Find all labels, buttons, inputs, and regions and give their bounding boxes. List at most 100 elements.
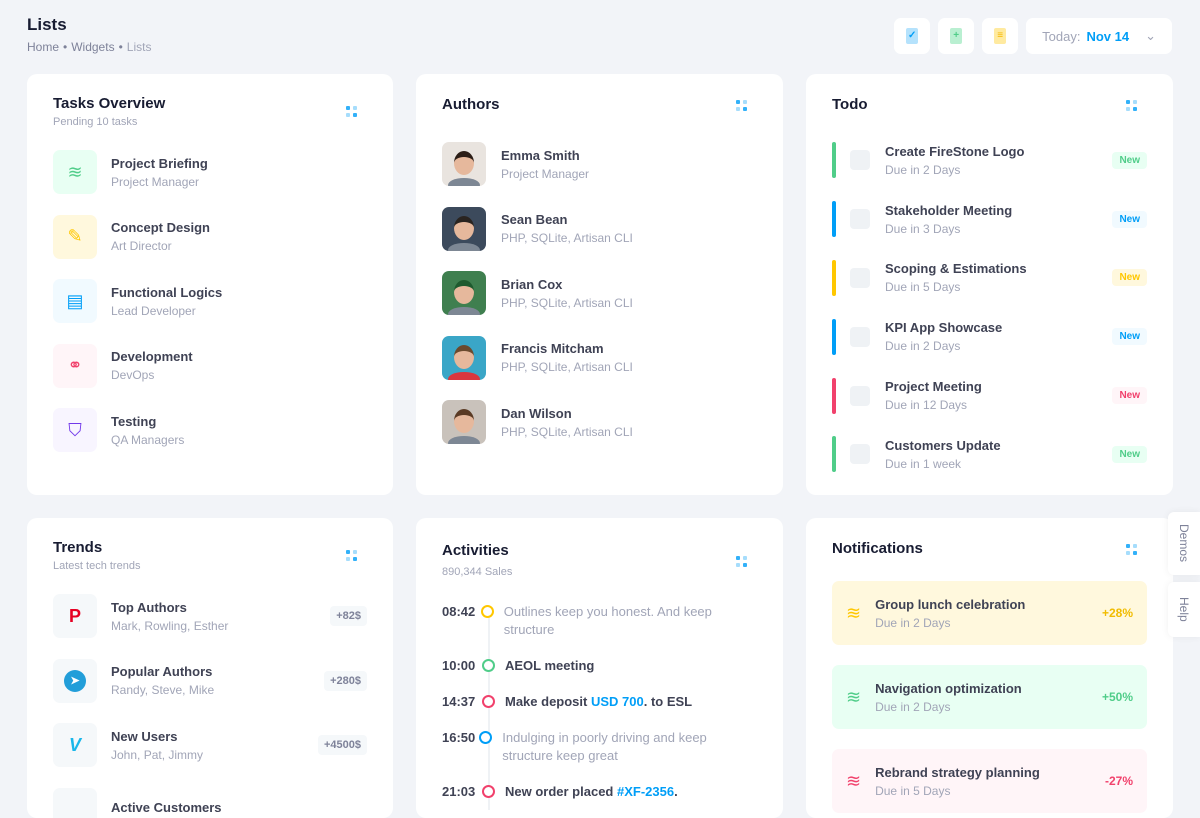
todo-checkbox[interactable]	[850, 209, 870, 229]
todo-checkbox[interactable]	[850, 386, 870, 406]
todo-title[interactable]: Customers Update	[885, 438, 1001, 453]
file-text-button[interactable]: ≡	[982, 18, 1018, 54]
trend-names: John, Pat, Jimmy	[111, 748, 203, 762]
status-badge: New	[1112, 152, 1147, 169]
activity-text: Make deposit USD 700. to ESL	[505, 693, 692, 711]
chevron-down-icon: ⌄	[1145, 28, 1156, 44]
avatar[interactable]	[442, 207, 486, 251]
timeline-dot-icon	[482, 785, 495, 798]
todo-title[interactable]: Project Meeting	[885, 379, 982, 394]
task-title[interactable]: Development	[111, 349, 193, 364]
file-add-button[interactable]: +	[938, 18, 974, 54]
task-title[interactable]: Testing	[111, 414, 184, 429]
trend-title[interactable]: Top Authors	[111, 600, 228, 615]
status-badge: New	[1112, 269, 1147, 286]
task-title[interactable]: Functional Logics	[111, 285, 222, 300]
notification-title[interactable]: Navigation optimization	[875, 681, 1022, 696]
todo-title[interactable]: KPI App Showcase	[885, 320, 1002, 335]
author-item[interactable]: Dan Wilson PHP, SQLite, Artisan CLI	[442, 390, 757, 455]
notification-title[interactable]: Group lunch celebration	[875, 597, 1025, 612]
author-skills: PHP, SQLite, Artisan CLI	[501, 296, 633, 310]
todo-title[interactable]: Stakeholder Meeting	[885, 203, 1012, 218]
todo-color-bar	[832, 201, 836, 237]
trend-names: Randy, Steve, Mike	[111, 683, 214, 697]
trend-title[interactable]: Active Customers	[111, 800, 222, 815]
avatar[interactable]	[442, 400, 486, 444]
author-name[interactable]: Francis Mitcham	[501, 341, 633, 356]
author-name[interactable]: Dan Wilson	[501, 406, 633, 421]
task-title[interactable]: Concept Design	[111, 220, 210, 235]
file-check-button[interactable]: ✓	[894, 18, 930, 54]
telegram-logo-icon: ➤	[53, 659, 97, 703]
author-name[interactable]: Emma Smith	[501, 148, 589, 163]
activity-link[interactable]: #XF-2356	[617, 784, 674, 799]
trend-item[interactable]: Active Customers	[53, 778, 367, 818]
task-role: DevOps	[111, 368, 193, 382]
activity-time: 16:50	[442, 730, 475, 765]
todo-title[interactable]: Scoping & Estimations	[885, 261, 1027, 276]
task-title[interactable]: Project Briefing	[111, 156, 208, 171]
activity-text: Outlines keep you honest. And keep struc…	[504, 603, 757, 639]
menu-dots-icon[interactable]	[1126, 544, 1137, 555]
timeline-dot-icon	[479, 731, 492, 744]
demos-tab[interactable]: Demos	[1168, 512, 1200, 575]
card-title: Trends	[53, 539, 102, 556]
menu-dots-icon[interactable]	[346, 550, 357, 561]
author-skills: PHP, SQLite, Artisan CLI	[501, 425, 633, 439]
activity-text: New order placed #XF-2356.	[505, 783, 678, 801]
avatar[interactable]	[442, 271, 486, 315]
avatar[interactable]	[442, 336, 486, 380]
date-picker[interactable]: Today:Nov 14⌄	[1026, 18, 1172, 54]
trend-title[interactable]: Popular Authors	[111, 664, 214, 679]
menu-dots-icon[interactable]	[346, 106, 357, 117]
breadcrumb-home[interactable]: Home	[27, 40, 59, 54]
menu-dots-icon[interactable]	[736, 556, 747, 567]
todo-checkbox[interactable]	[850, 327, 870, 347]
status-badge: New	[1112, 211, 1147, 228]
trend-title[interactable]: New Users	[111, 729, 203, 744]
layers-icon: ≋	[53, 150, 97, 194]
task-role: Lead Developer	[111, 304, 222, 318]
todo-checkbox[interactable]	[850, 268, 870, 288]
todo-due: Due in 1 week	[885, 457, 1001, 471]
menu-dots-icon[interactable]	[736, 100, 747, 111]
layers-icon: ≋	[846, 603, 861, 624]
activity-link[interactable]: USD 700	[591, 694, 644, 709]
menu-dots-icon[interactable]	[1126, 100, 1137, 111]
layers-icon: ≋	[846, 687, 861, 708]
help-tab[interactable]: Help	[1168, 582, 1200, 637]
todo-checkbox[interactable]	[850, 150, 870, 170]
file-check-icon: ✓	[906, 28, 918, 44]
todo-due: Due in 3 Days	[885, 222, 1012, 236]
trend-names: Mark, Rowling, Esther	[111, 619, 228, 633]
breadcrumb-widgets[interactable]: Widgets	[71, 40, 114, 54]
todo-color-bar	[832, 319, 836, 355]
notification-title[interactable]: Rebrand strategy planning	[875, 765, 1040, 780]
author-name[interactable]: Brian Cox	[501, 277, 633, 292]
card-title: Notifications	[832, 540, 923, 557]
avatar[interactable]	[442, 142, 486, 186]
author-name[interactable]: Sean Bean	[501, 212, 633, 227]
todo-title[interactable]: Create FireStone Logo	[885, 144, 1024, 159]
date-value: Nov 14	[1086, 29, 1129, 44]
author-item[interactable]: Brian Cox PHP, SQLite, Artisan CLI	[442, 261, 757, 326]
todo-checkbox[interactable]	[850, 444, 870, 464]
